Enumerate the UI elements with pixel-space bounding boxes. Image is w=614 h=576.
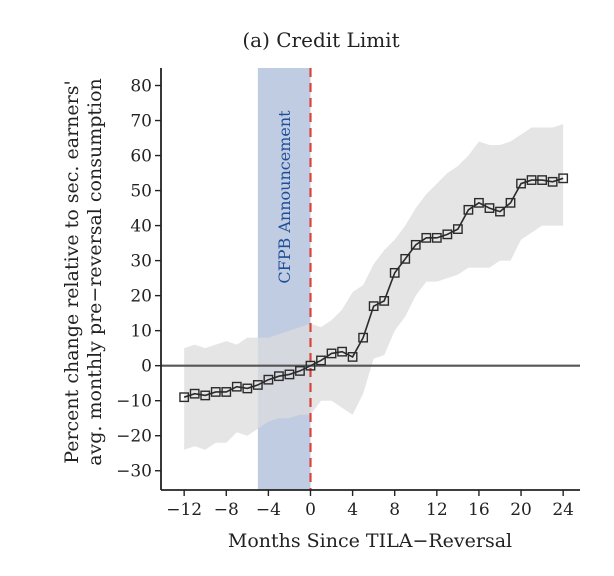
data-point-marker xyxy=(337,346,347,357)
data-point-marker xyxy=(221,387,232,397)
data-point-marker xyxy=(263,374,274,385)
data-point-marker xyxy=(358,332,369,343)
data-point-marker xyxy=(316,355,326,366)
data-point-marker xyxy=(379,295,390,306)
data-point-marker xyxy=(495,206,505,217)
y-tick-label: −20 xyxy=(116,427,152,447)
data-point-marker xyxy=(347,352,358,362)
x-tick-label: 20 xyxy=(510,500,532,520)
y-tick-label: 40 xyxy=(130,217,152,237)
x-tick-label: 12 xyxy=(426,500,448,520)
data-point-marker xyxy=(231,381,242,392)
x-tick-label: 8 xyxy=(389,500,400,520)
data-point-marker xyxy=(537,175,548,185)
data-point-marker xyxy=(547,176,558,187)
data-point-marker xyxy=(274,371,284,382)
y-tick-label: 30 xyxy=(130,252,152,272)
cfpb-announcement-label: CFPB Announcement xyxy=(275,110,294,284)
x-tick-label: −12 xyxy=(166,500,202,520)
x-tick-label: 16 xyxy=(468,500,490,520)
series-line xyxy=(183,177,564,398)
data-point-marker xyxy=(189,388,200,399)
y-tick-label: 60 xyxy=(130,147,152,167)
data-point-marker xyxy=(284,369,295,380)
y-axis-label-line1: Percent change relative to sec. earners' xyxy=(61,80,83,463)
data-point-marker xyxy=(505,197,516,208)
data-point-marker xyxy=(200,390,211,401)
y-tick-label: 80 xyxy=(130,77,152,97)
data-point-marker xyxy=(442,229,453,240)
x-tick-label: −4 xyxy=(256,500,281,520)
data-point-marker xyxy=(210,387,221,397)
data-point-marker xyxy=(431,232,442,243)
chart-title: (a) Credit Limit xyxy=(242,28,399,52)
confidence-band xyxy=(184,124,564,450)
data-point-marker xyxy=(179,392,190,403)
y-tick-label: 20 xyxy=(130,287,152,307)
data-point-marker xyxy=(526,175,537,185)
y-axis-label-line2: avg. monthly pre−reversal consumption xyxy=(84,78,106,466)
data-point-marker xyxy=(326,348,337,359)
data-point-marker xyxy=(558,173,569,184)
y-tick-label: 10 xyxy=(130,322,152,342)
x-tick-label: 24 xyxy=(552,500,574,520)
data-point-marker xyxy=(389,267,400,278)
data-point-marker xyxy=(516,178,526,189)
data-point-marker xyxy=(474,197,484,208)
data-point-marker xyxy=(368,301,379,312)
x-tick-label: 4 xyxy=(347,500,358,520)
data-point-marker xyxy=(295,366,305,376)
data-point-marker xyxy=(484,203,495,213)
plot-area: −30 −20 −10 0 10 20 30 40 50 60 70 80 −12 −8 −4 0 4 8 12 16… xyxy=(116,68,580,520)
data-point-marker xyxy=(252,380,263,390)
data-point-marker xyxy=(305,360,316,371)
y-tick-label: −10 xyxy=(116,392,152,412)
x-tick-label: −8 xyxy=(214,500,239,520)
y-tick-label: 50 xyxy=(130,182,152,202)
data-point-marker xyxy=(463,204,474,215)
y-tick-label: 0 xyxy=(141,357,152,377)
y-tick-label: 70 xyxy=(130,112,152,132)
data-point-marker xyxy=(452,224,463,234)
data-point-marker xyxy=(410,239,421,250)
y-tick-label: −30 xyxy=(116,462,152,482)
data-point-marker xyxy=(400,253,411,264)
data-point-marker xyxy=(421,232,432,243)
x-tick-label: 0 xyxy=(305,500,316,520)
x-axis-label: Months Since TILA−Reversal xyxy=(228,530,512,552)
data-point-marker xyxy=(242,383,253,394)
